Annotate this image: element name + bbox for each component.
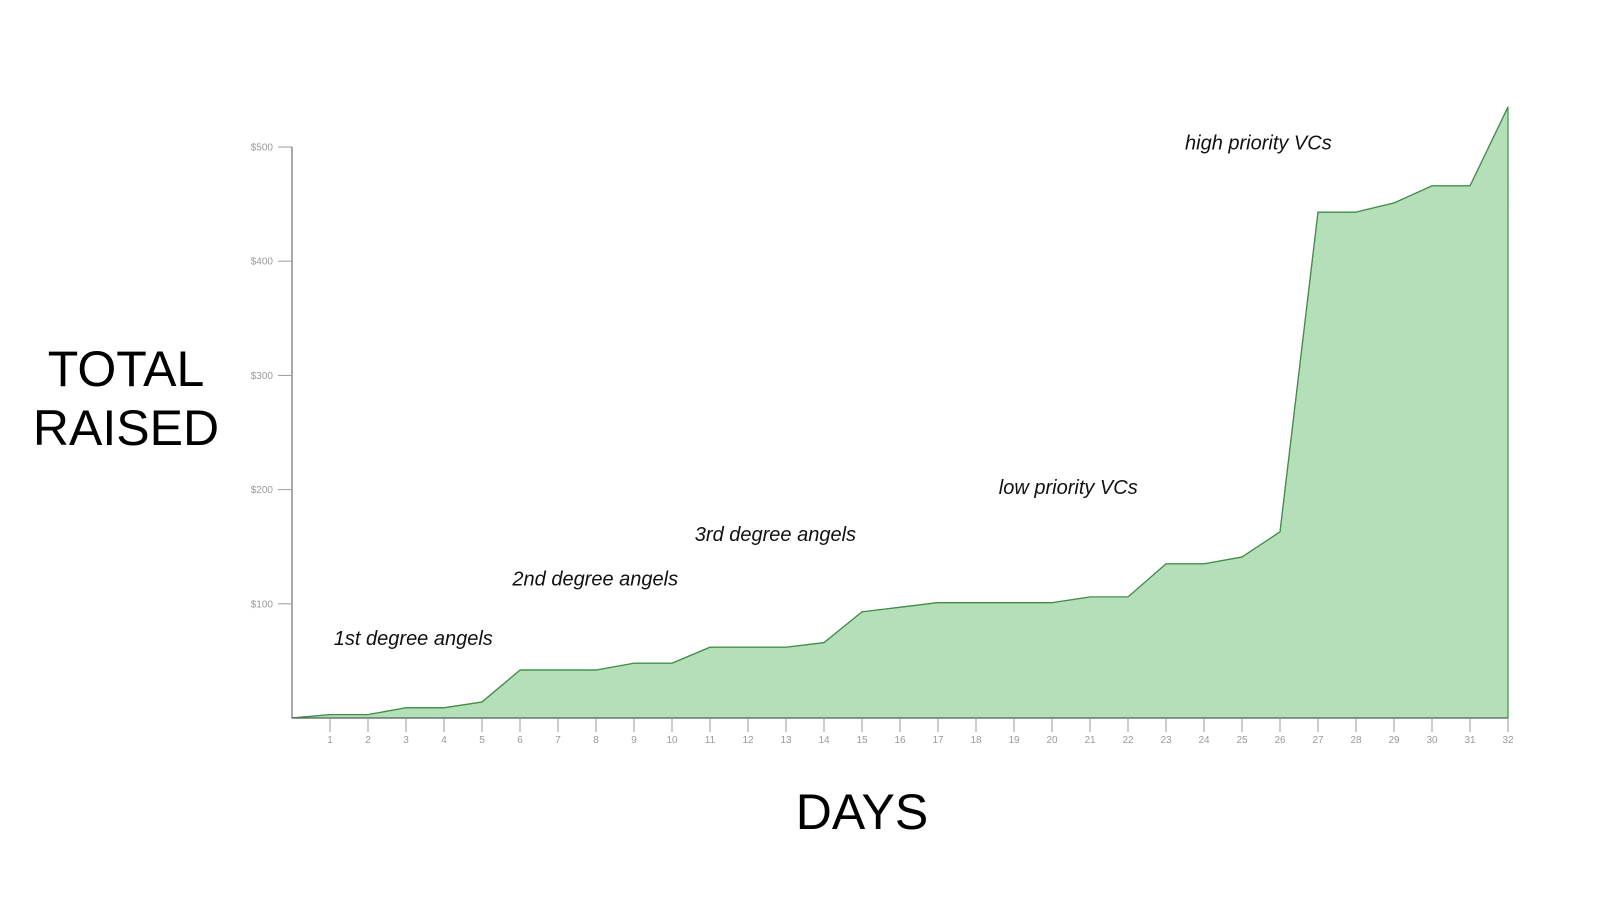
data-point — [633, 662, 636, 665]
x-tick-label: 30 — [1426, 735, 1438, 746]
x-tick-label: 24 — [1198, 735, 1210, 746]
x-tick-label: 32 — [1502, 735, 1514, 746]
x-tick-label: 7 — [555, 735, 561, 746]
data-point — [519, 669, 522, 672]
x-tick-label: 14 — [818, 735, 830, 746]
data-point — [1089, 595, 1092, 598]
x-tick-label: 16 — [894, 735, 906, 746]
data-point — [557, 669, 560, 672]
data-point — [861, 610, 864, 613]
x-tick-label: 5 — [479, 735, 485, 746]
x-tick-label: 18 — [970, 735, 982, 746]
y-tick-label: $200 — [251, 485, 274, 496]
data-point — [1431, 184, 1434, 187]
area-series-fill — [291, 106, 1509, 719]
data-point — [785, 646, 788, 649]
data-point — [1165, 562, 1168, 565]
data-point — [443, 706, 446, 709]
x-tick-label: 6 — [517, 735, 523, 746]
data-point — [1051, 601, 1054, 604]
x-tick-label: 15 — [856, 735, 868, 746]
x-tick-label: 13 — [780, 735, 792, 746]
data-point — [899, 606, 902, 609]
data-point — [1241, 555, 1244, 558]
y-axis-title-line-2: RAISED — [33, 400, 219, 456]
y-tick-label: $500 — [251, 143, 274, 154]
data-point — [1355, 211, 1358, 214]
x-tick-label: 23 — [1160, 735, 1172, 746]
x-tick-label: 20 — [1046, 735, 1058, 746]
data-point — [937, 601, 940, 604]
x-tick-label: 10 — [666, 735, 678, 746]
data-point — [1507, 106, 1510, 109]
x-tick-label: 22 — [1122, 735, 1134, 746]
x-tick-label: 29 — [1388, 735, 1400, 746]
data-point — [1317, 211, 1320, 214]
x-tick-label: 9 — [631, 735, 637, 746]
data-point — [1127, 595, 1130, 598]
x-tick-label: 2 — [365, 735, 371, 746]
x-tick-label: 25 — [1236, 735, 1248, 746]
data-point — [709, 646, 712, 649]
x-tick-label: 4 — [441, 735, 447, 746]
chart-annotation: high priority VCs — [1185, 132, 1332, 154]
data-point — [329, 713, 332, 716]
x-tick-label: 8 — [593, 735, 599, 746]
data-point — [975, 601, 978, 604]
y-tick-label: $400 — [251, 257, 274, 268]
chart-annotation: 2nd degree angels — [511, 569, 678, 591]
data-point — [1469, 184, 1472, 187]
data-point — [595, 669, 598, 672]
x-tick-label: 1 — [327, 735, 333, 746]
data-point — [405, 706, 408, 709]
x-tick-label: 19 — [1008, 735, 1020, 746]
x-tick-label: 12 — [742, 735, 754, 746]
area-series-line — [291, 106, 1509, 719]
x-tick-label: 11 — [705, 735, 716, 746]
data-point — [671, 662, 674, 665]
y-tick-label: $100 — [251, 599, 274, 610]
chart-annotation: low priority VCs — [999, 477, 1138, 499]
data-point — [1393, 201, 1396, 204]
chart-annotation: 1st degree angels — [334, 628, 493, 650]
data-point — [481, 701, 484, 704]
x-axis-title: DAYS — [796, 784, 928, 840]
x-tick-label: 3 — [403, 735, 409, 746]
x-tick-label: 17 — [932, 735, 944, 746]
chart-annotation: 3rd degree angels — [695, 524, 856, 546]
data-point — [367, 713, 370, 716]
x-tick-label: 28 — [1350, 735, 1362, 746]
x-tick-label: 21 — [1084, 735, 1096, 746]
x-tick-label: 31 — [1464, 735, 1476, 746]
data-point — [1279, 530, 1282, 533]
x-tick-label: 27 — [1312, 735, 1324, 746]
y-tick-label: $300 — [251, 371, 274, 382]
data-point — [1013, 601, 1016, 604]
data-point — [823, 641, 826, 644]
data-point — [1203, 562, 1206, 565]
data-point — [747, 646, 750, 649]
x-tick-label: 26 — [1274, 735, 1286, 746]
y-axis-title-line-1: TOTAL — [48, 341, 205, 397]
